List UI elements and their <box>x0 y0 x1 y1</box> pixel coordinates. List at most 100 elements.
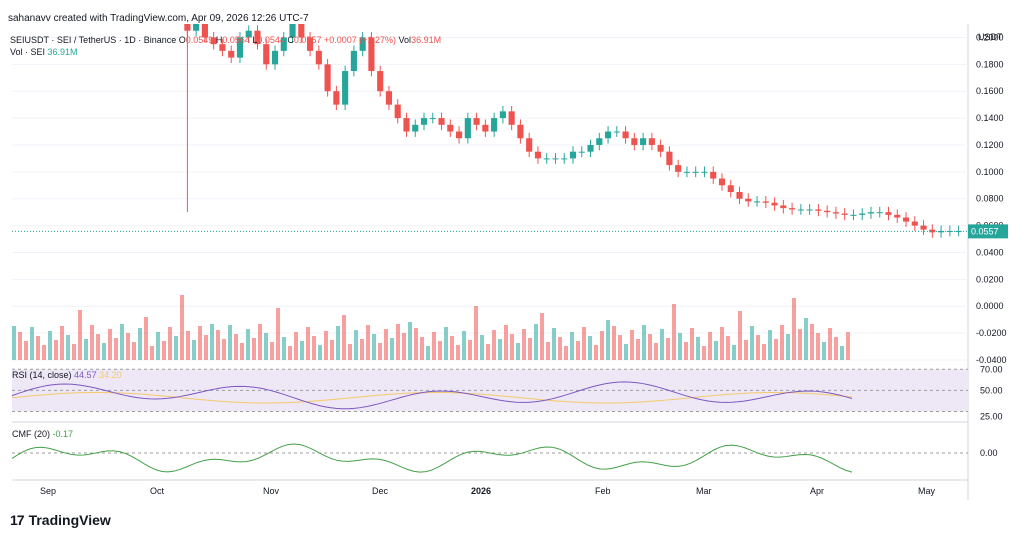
volume-bar <box>720 327 724 360</box>
cmf-label[interactable]: CMF (20) <box>12 429 50 439</box>
candle-body <box>596 138 603 145</box>
candle-body <box>499 111 506 119</box>
price-tick-label: 0.0800 <box>976 194 1004 204</box>
volume-bar <box>294 332 298 360</box>
volume-bar <box>618 335 622 360</box>
tradingview-logo-icon: 17 <box>10 512 25 528</box>
volume-bar <box>144 317 148 360</box>
volume-bar <box>66 335 70 360</box>
volume-bar <box>702 346 706 360</box>
vol-value: 36.91M <box>411 35 442 45</box>
tradingview-brand[interactable]: 17 TradingView <box>10 512 111 528</box>
price-tick-label: 0.1600 <box>976 86 1004 96</box>
last-price-badge <box>968 224 1008 239</box>
volume-bar <box>156 332 160 360</box>
symbol-label[interactable]: SEIUSDT · SEI / TetherUS · 1D · Binance <box>10 35 177 45</box>
volume-bar <box>510 334 514 360</box>
close-label: C <box>287 35 294 45</box>
volume-bar <box>402 333 406 360</box>
candle-body <box>456 131 463 139</box>
time-axis-label: Apr <box>810 486 824 496</box>
time-axis-label: Mar <box>696 486 712 496</box>
volume-bar <box>168 327 172 360</box>
candle-body <box>824 210 831 213</box>
volume-bar <box>492 330 496 360</box>
volume-bar <box>726 336 730 360</box>
volume-bar <box>420 337 424 360</box>
candle-body <box>920 225 927 230</box>
volume-bar <box>318 345 322 360</box>
volume-bar <box>804 318 808 360</box>
volume-bar <box>210 324 214 360</box>
close-value: 0.0557 <box>293 35 322 45</box>
volume-bar <box>660 329 664 360</box>
time-axis-label: Oct <box>150 486 165 496</box>
candle-body <box>552 158 559 160</box>
vol-series-label[interactable]: Vol · SEI <box>10 47 46 57</box>
volume-bar <box>192 340 196 360</box>
volume-bar <box>30 327 34 360</box>
candle-body <box>254 30 261 45</box>
rsi-label[interactable]: RSI (14, close) <box>12 370 72 380</box>
volume-bar <box>342 315 346 360</box>
volume-bar <box>678 333 682 360</box>
volume-bar <box>834 337 838 360</box>
volume-bar <box>846 332 850 360</box>
volume-bar <box>354 330 358 360</box>
candle-body <box>692 171 699 173</box>
volume-bar <box>612 326 616 360</box>
candle-body <box>385 91 393 105</box>
candle-body <box>289 24 296 38</box>
rsi-band <box>12 369 968 412</box>
volume-bar <box>840 346 844 360</box>
volume-bar <box>300 341 304 360</box>
volume-bar <box>744 340 748 360</box>
time-axis-label: 2026 <box>471 486 491 496</box>
header-credit: sahanavv created with TradingView.com, A… <box>8 13 309 24</box>
candle-body <box>938 230 945 233</box>
candle-body <box>753 201 761 203</box>
volume-bar <box>690 328 694 360</box>
candle-body <box>350 50 357 72</box>
volume-bar <box>72 344 76 360</box>
candle-body <box>859 213 866 215</box>
volume-bar <box>462 331 466 360</box>
candle-body <box>368 37 375 72</box>
time-axis-label: Dec <box>372 486 389 496</box>
volume-bar <box>684 342 688 360</box>
volume-bar <box>108 329 112 360</box>
volume-bar <box>786 334 790 360</box>
chart-svg[interactable]: 0.2000 0.1800 0.1600 0.1400 0.1200 0.1000 0.08… <box>8 18 1008 500</box>
candle-body <box>736 192 743 199</box>
volume-bar <box>414 328 418 360</box>
volume-bar <box>582 327 586 360</box>
volume-bar <box>282 337 286 360</box>
candle-body <box>841 213 848 215</box>
candle-body <box>315 50 322 65</box>
volume-bar <box>36 336 40 360</box>
candle-body <box>718 178 726 186</box>
candle-body <box>569 151 577 159</box>
volume-bar <box>330 340 334 360</box>
candle-body <box>517 124 524 139</box>
candle-body <box>210 37 217 45</box>
time-axis-label: Sep <box>40 486 56 496</box>
candle-body <box>797 209 804 211</box>
volume-bar <box>102 343 106 360</box>
volume-bar <box>552 328 556 360</box>
candle-body <box>298 24 305 38</box>
candle-body <box>955 230 962 232</box>
volume-bar <box>234 334 238 360</box>
volume-bar <box>54 340 58 360</box>
volume-bar <box>186 331 190 360</box>
volume-bar <box>324 331 328 360</box>
rsi-ma-value: 34.20 <box>99 370 122 380</box>
volume-bar <box>624 344 628 360</box>
volume-bar <box>162 341 166 360</box>
candle-body <box>280 37 287 51</box>
candle-body <box>815 209 822 211</box>
candle-body <box>342 71 349 105</box>
candle-body <box>429 118 436 120</box>
volume-bar <box>756 335 760 360</box>
candle-body <box>675 165 682 172</box>
